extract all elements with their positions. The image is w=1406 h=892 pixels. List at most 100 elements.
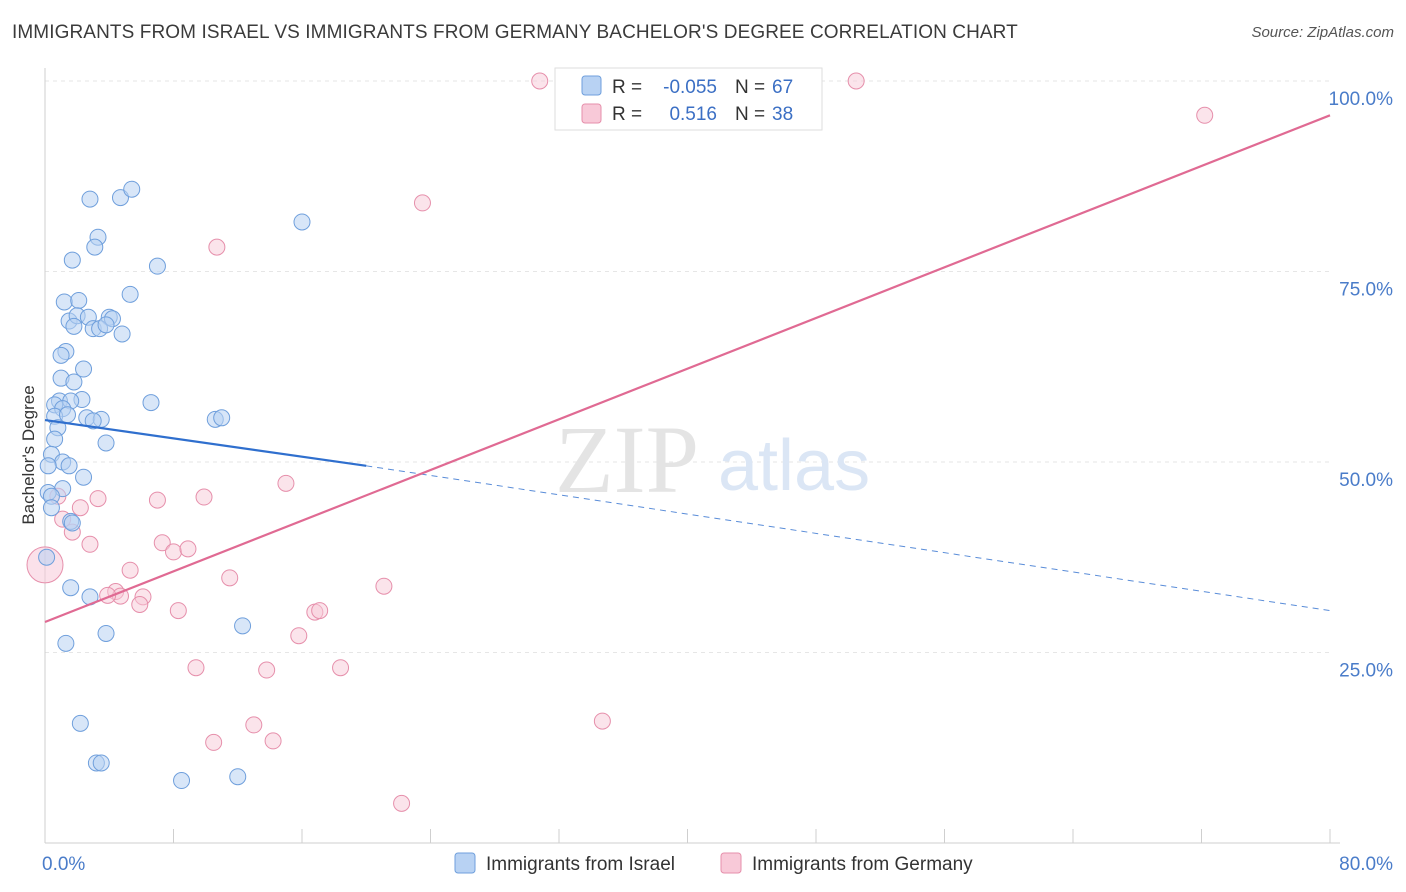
- israel-point-7: [148, 257, 166, 275]
- chart-title: IMMIGRANTS FROM ISRAEL VS IMMIGRANTS FRO…: [12, 22, 1018, 43]
- germany-point-13: [81, 535, 99, 553]
- trend-lines: [44, 114, 1331, 624]
- israel-point-2: [123, 180, 141, 198]
- israel-point-62: [173, 772, 191, 790]
- germany-trend-line: [44, 114, 1331, 624]
- germany-point-0: [531, 72, 549, 90]
- germany-point-1: [847, 72, 865, 90]
- stats-germany-n-label: N =: [735, 104, 765, 125]
- stats-germany-n-value: 38: [772, 104, 793, 125]
- israel-point-54: [62, 579, 80, 597]
- israel-point-20: [113, 325, 131, 343]
- israel-point-16: [65, 317, 83, 335]
- germany-point-21: [121, 561, 139, 579]
- watermark: ZIP atlas: [555, 406, 870, 513]
- germany-point-18: [221, 569, 239, 587]
- germany-point-8: [195, 488, 213, 506]
- y-tick-label-75: 75.0%: [1339, 280, 1393, 301]
- israel-point-41: [97, 434, 115, 452]
- israel-point-59: [71, 714, 89, 732]
- germany-point-26: [169, 602, 187, 620]
- legend-swatch-israel: [454, 852, 476, 874]
- germany-point-14: [153, 534, 171, 552]
- israel-point-6: [63, 251, 81, 269]
- x-tick-label-0: 0.0%: [42, 854, 85, 875]
- stats-germany-r-value: 0.516: [669, 104, 717, 125]
- germany-point-15: [165, 543, 182, 561]
- germany-point-4: [208, 238, 226, 256]
- germany-point-37: [393, 794, 411, 812]
- stats-israel-r-value: -0.055: [663, 77, 717, 98]
- stats-box: R = -0.055 N = 67 R = 0.516 N = 38: [554, 67, 823, 131]
- stats-germany-r-label: R =: [612, 104, 642, 125]
- israel-trend-line: [44, 419, 367, 467]
- israel-point-58: [57, 634, 75, 652]
- germany-point-35: [205, 733, 223, 751]
- germany-point-7: [148, 491, 166, 509]
- israel-point-46: [75, 468, 93, 486]
- israel-point-50: [42, 499, 60, 517]
- israel-point-23: [75, 360, 93, 378]
- germany-point-3: [413, 194, 431, 212]
- stats-israel-n-value: 67: [772, 77, 793, 98]
- germany-point-19: [375, 577, 393, 595]
- israel-point-45: [39, 457, 57, 475]
- israel-point-52: [63, 514, 81, 532]
- israel-point-40: [46, 430, 64, 448]
- legend-label-germany: Immigrants from Germany: [752, 854, 973, 875]
- germany-point-25: [131, 595, 149, 613]
- israel-point-61: [92, 754, 110, 772]
- israel-point-57: [97, 624, 115, 642]
- germany-points: [26, 72, 1214, 812]
- israel-point-5: [86, 238, 104, 256]
- legend-swatch-germany: [720, 852, 742, 874]
- israel-point-10: [70, 291, 88, 309]
- israel-point-9: [55, 293, 73, 311]
- israel-point-0: [81, 190, 99, 208]
- israel-point-19: [97, 316, 115, 334]
- israel-point-30: [142, 394, 160, 412]
- y-tick-label-25: 25.0%: [1339, 661, 1393, 682]
- israel-point-44: [60, 457, 78, 475]
- stats-swatch-israel: [581, 75, 602, 96]
- germany-point-31: [258, 661, 276, 679]
- germany-point-5: [277, 474, 295, 492]
- germany-point-16: [179, 540, 197, 558]
- germany-point-32: [332, 659, 350, 677]
- israel-point-3: [293, 213, 311, 231]
- germany-point-36: [264, 732, 282, 750]
- legend-label-israel: Immigrants from Israel: [486, 854, 675, 875]
- germany-point-6: [89, 490, 107, 508]
- stats-israel-r-label: R =: [612, 77, 642, 98]
- watermark-atlas: atlas: [718, 426, 870, 506]
- germany-point-2: [1196, 106, 1214, 124]
- chart-source: Source: ZipAtlas.com: [1251, 24, 1394, 41]
- germany-point-34: [245, 716, 263, 734]
- israel-point-38: [213, 409, 231, 427]
- israel-point-63: [229, 768, 247, 786]
- watermark-zip: ZIP: [555, 406, 699, 513]
- germany-point-10: [71, 499, 89, 517]
- stats-swatch-germany: [581, 103, 602, 124]
- israel-point-8: [121, 285, 139, 303]
- y-axis-label: Bachelor's Degree: [19, 385, 38, 524]
- x-tick-labels: 0.0% 80.0%: [42, 854, 1393, 875]
- germany-point-33: [593, 712, 611, 730]
- y-tick-label-100: 100.0%: [1329, 89, 1394, 110]
- israel-point-36: [84, 412, 102, 430]
- germany-point-30: [187, 659, 205, 677]
- israel-points: [38, 180, 311, 790]
- israel-point-25: [65, 373, 83, 391]
- israel-point-22: [52, 346, 70, 364]
- y-tick-label-50: 50.0%: [1339, 470, 1393, 491]
- israel-point-53: [38, 548, 56, 566]
- x-tick-label-1: 80.0%: [1339, 854, 1393, 875]
- israel-trend-extension: [366, 465, 1331, 612]
- legend: Immigrants from Israel Immigrants from G…: [454, 852, 973, 875]
- stats-israel-n-label: N =: [735, 77, 765, 98]
- grid-lines: [45, 80, 1330, 653]
- y-tick-labels: 25.0% 50.0% 75.0% 100.0%: [1329, 89, 1394, 682]
- germany-point-28: [311, 602, 329, 620]
- germany-point-29: [290, 627, 308, 645]
